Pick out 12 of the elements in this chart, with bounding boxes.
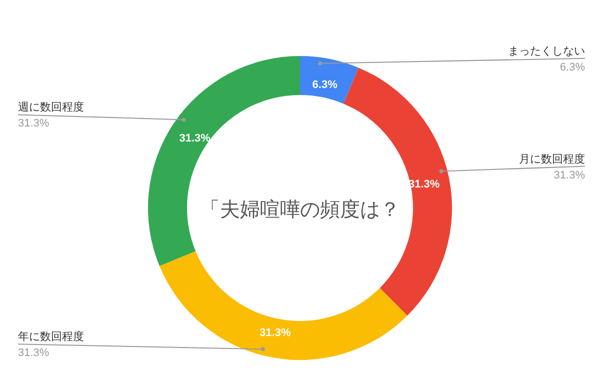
text: 「夫婦喧嘩の頻度は？ <box>200 199 400 221</box>
text: 6.3% <box>560 61 586 74</box>
slice-label: 月に数回程度 <box>519 152 585 166</box>
slice-label: 週に数回程度 <box>18 100 84 114</box>
data-label: 31.3% <box>260 327 291 340</box>
text: 31.3% <box>18 118 50 130</box>
data-label: 31.3% <box>179 132 211 145</box>
text: 31.3% <box>18 347 50 360</box>
text: 31.3% <box>554 169 586 182</box>
slice-label: 年に数回程度 <box>18 330 84 344</box>
data-label: 6.3% <box>312 78 338 91</box>
slice-label: まったくしない <box>508 45 585 58</box>
